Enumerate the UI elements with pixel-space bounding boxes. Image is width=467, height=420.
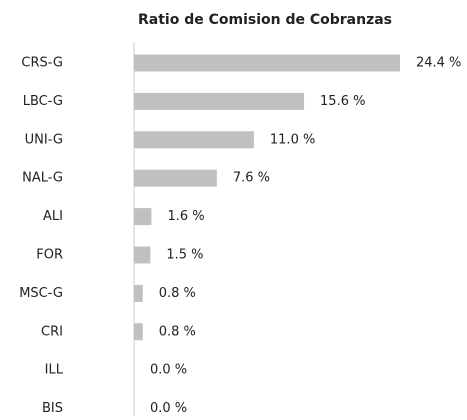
category-label: NAL-G <box>22 171 63 186</box>
category-label: ALI <box>43 209 63 224</box>
bar <box>134 131 254 149</box>
category-label: FOR <box>36 248 63 263</box>
category-label: CRI <box>41 324 63 339</box>
bar <box>134 92 305 110</box>
value-label: 7.6 % <box>233 171 270 186</box>
category-label: UNI-G <box>25 132 63 147</box>
value-label: 0.0 % <box>150 401 187 416</box>
value-label: 1.5 % <box>166 248 203 263</box>
bar <box>134 54 400 72</box>
category-label: CRS-G <box>21 56 63 71</box>
value-label: 15.6 % <box>320 94 365 109</box>
category-label: ILL <box>45 363 64 378</box>
bar <box>134 208 152 226</box>
bar <box>134 169 217 187</box>
value-label: 0.8 % <box>159 286 196 301</box>
category-label: MSC-G <box>19 286 63 301</box>
value-label: 1.6 % <box>167 209 204 224</box>
category-label: LBC-G <box>23 94 63 109</box>
value-label: 0.0 % <box>150 363 187 378</box>
category-label: BIS <box>42 401 63 416</box>
value-label: 11.0 % <box>270 132 315 147</box>
bar <box>134 284 143 302</box>
value-label: 24.4 % <box>416 56 461 71</box>
value-label: 0.8 % <box>159 324 196 339</box>
bar <box>134 323 143 341</box>
bar <box>134 246 151 264</box>
chart-title: Ratio de Comision de Cobranzas <box>138 12 392 28</box>
